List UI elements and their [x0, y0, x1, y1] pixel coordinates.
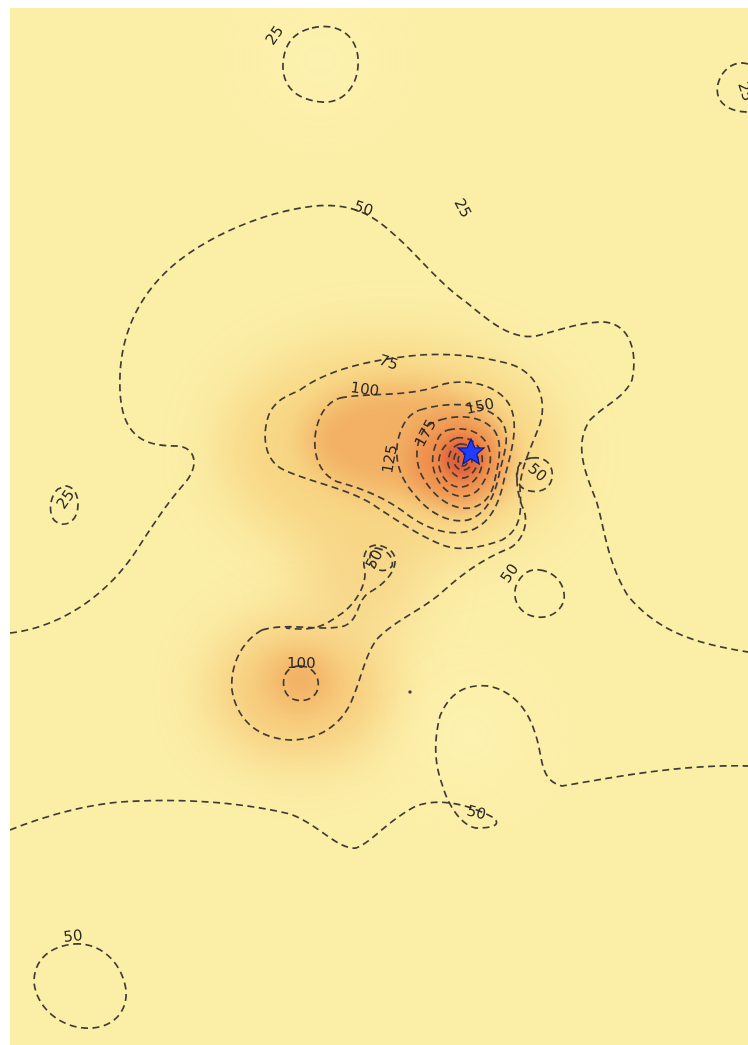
- contour-150: [416, 415, 501, 510]
- contour-125: [395, 403, 508, 522]
- map-frame: [0, 0, 748, 8]
- contour-50-main: [10, 204, 748, 653]
- contour-50-corridor-b: [230, 461, 527, 741]
- contour-25-left: [49, 485, 79, 525]
- map-frame: [0, 0, 10, 1045]
- contour-label: 100: [287, 654, 316, 672]
- heat-region-bridge: [300, 520, 420, 640]
- contour-label: 50: [465, 801, 488, 823]
- contour-100: [314, 381, 516, 534]
- contour-50-small-a: [515, 456, 554, 493]
- contour-200: [437, 436, 484, 488]
- contour-label: 50: [63, 926, 84, 946]
- contour-50-small-c: [369, 547, 394, 572]
- contour-label: 100: [349, 378, 380, 400]
- contour-25-top: [282, 25, 359, 103]
- contour-25-right: [716, 62, 748, 113]
- contour-label: 150: [464, 394, 496, 418]
- contour-75: [264, 353, 544, 550]
- contour-50-small-b: [513, 568, 566, 619]
- contour-label: 50: [352, 197, 376, 220]
- contour-label: 75: [377, 351, 401, 374]
- contour-speck: [408, 690, 412, 694]
- contour-50-lower: [10, 684, 748, 849]
- contour-100-lower: [282, 665, 320, 702]
- contour-250: [453, 449, 473, 471]
- contour-50-bottom-left: [33, 943, 127, 1029]
- star-icon[interactable]: [456, 437, 486, 466]
- contour-label: 125: [378, 443, 401, 474]
